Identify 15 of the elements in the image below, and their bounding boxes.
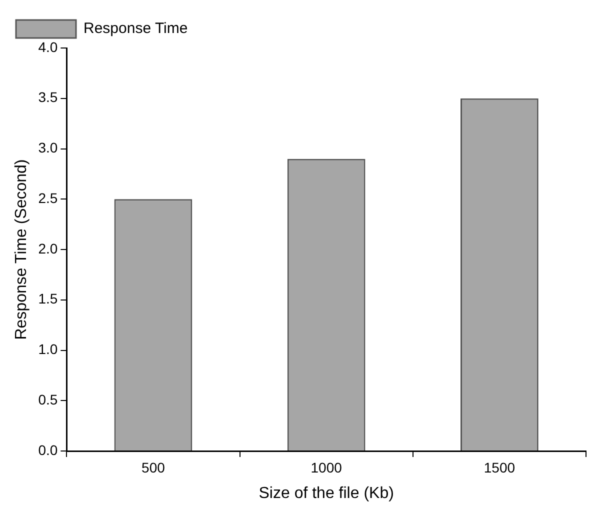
x-axis-title: Size of the file (Kb) bbox=[258, 484, 394, 502]
x-tick-label: 1500 bbox=[484, 459, 516, 476]
legend-label: Response Time bbox=[84, 20, 188, 38]
x-tick-label: 1000 bbox=[310, 459, 342, 476]
y-tick-label: 2.0 bbox=[38, 240, 58, 256]
y-tick-label: 3.0 bbox=[38, 140, 58, 156]
y-tick-label: 3.5 bbox=[38, 89, 58, 106]
y-axis-title: Response Time (Second) bbox=[13, 159, 30, 340]
x-tick-label: 500 bbox=[142, 459, 166, 476]
y-tick-label: 1.5 bbox=[38, 290, 58, 307]
y-tick-label: 0.5 bbox=[38, 391, 58, 408]
y-tick-label: 0.0 bbox=[38, 442, 58, 458]
y-tick-label: 4.0 bbox=[38, 38, 58, 55]
y-tick-label: 2.5 bbox=[38, 190, 58, 206]
y-tick-label: 1.0 bbox=[38, 341, 58, 358]
